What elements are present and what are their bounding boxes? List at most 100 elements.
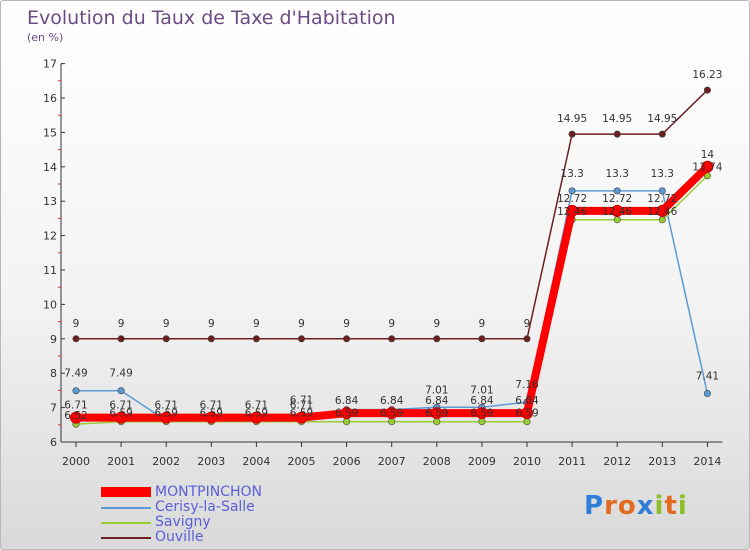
chart-title: Evolution du Taux de Taxe d'Habitation [27, 7, 396, 29]
data-point [568, 187, 576, 195]
data-label: 12.72 [647, 193, 677, 205]
data-point [568, 130, 576, 138]
y-tick-label: 11 [43, 264, 57, 277]
data-label: 6.84 [515, 395, 539, 407]
data-point [205, 411, 218, 424]
legend-label: Cerisy-la-Salle [155, 499, 255, 515]
data-label: 6.59 [155, 408, 178, 420]
data-point [162, 335, 170, 343]
x-tick-label: 2011 [558, 455, 586, 468]
proxiti-logo: Proxiti [584, 491, 688, 521]
data-label: 12.46 [647, 206, 677, 218]
data-label: 9 [163, 318, 170, 330]
legend-swatch-cerisy-la-salle [101, 507, 151, 509]
data-label: 12.72 [602, 193, 632, 205]
data-point [295, 411, 308, 424]
y-tick-label: 8 [50, 367, 57, 380]
x-tick-label: 2000 [62, 455, 90, 468]
data-label: 6.52 [64, 410, 87, 422]
data-label: 9 [433, 318, 440, 330]
brand-letter: P [584, 491, 605, 521]
brand-letter: o [617, 491, 637, 521]
data-label: 7.01 [425, 384, 448, 396]
data-label: 7.01 [470, 384, 493, 396]
data-point [433, 335, 441, 343]
y-tick-label: 10 [43, 298, 57, 311]
data-label: 9 [298, 318, 305, 330]
data-label: 9 [388, 318, 395, 330]
brand-letter: r [604, 491, 618, 521]
data-label: 9 [118, 318, 125, 330]
data-label: 6.71 [290, 395, 313, 407]
x-tick-label: 2009 [468, 455, 496, 468]
data-point [385, 407, 398, 420]
brand-letter: i [677, 491, 688, 521]
y-tick-label: 7 [50, 402, 57, 415]
x-tick-label: 2008 [423, 455, 451, 468]
data-label: 6.59 [335, 408, 358, 420]
x-tick-label: 2005 [288, 455, 316, 468]
data-label: 9 [524, 318, 531, 330]
brand-letter: t [664, 491, 678, 521]
data-point [703, 86, 711, 94]
data-label: 16.23 [692, 69, 722, 81]
data-label: 13.74 [692, 162, 722, 174]
data-label: 6.59 [470, 408, 493, 420]
data-label: 6.59 [425, 408, 448, 420]
y-tick-label: 17 [43, 58, 57, 71]
data-point [521, 407, 533, 420]
y-tick-label: 15 [43, 126, 57, 139]
data-label: 13.3 [606, 168, 629, 180]
data-point [523, 335, 531, 343]
data-label: 6.59 [109, 408, 132, 420]
data-label: 14 [701, 149, 715, 161]
data-label: 6.59 [245, 408, 268, 420]
brand-letter: i [654, 491, 665, 521]
data-label: 13.3 [560, 168, 583, 180]
data-label: 9 [253, 318, 260, 330]
data-point [117, 335, 125, 343]
data-label: 9 [343, 318, 350, 330]
data-point [566, 204, 579, 217]
legend-swatch-montpinchon [101, 487, 151, 497]
data-point [430, 407, 443, 420]
data-label: 9 [208, 318, 215, 330]
data-point [252, 335, 260, 343]
data-point [475, 407, 488, 420]
x-tick-label: 2013 [648, 455, 676, 468]
data-point [343, 335, 351, 343]
data-point [613, 187, 621, 195]
data-label: 7.49 [64, 368, 87, 380]
legend-swatch-savigny [101, 522, 151, 524]
data-point [613, 130, 621, 138]
data-label: 6.71 [155, 400, 178, 412]
data-label: 6.71 [109, 400, 132, 412]
data-label: 6.71 [200, 400, 223, 412]
data-label: 6.59 [290, 408, 313, 420]
x-tick-label: 2014 [693, 455, 721, 468]
data-label: 6.71 [64, 400, 87, 412]
data-point [115, 411, 128, 424]
series-line-cerisy-la-salle [75, 190, 709, 422]
data-point [72, 335, 80, 343]
x-tick-label: 2007 [378, 455, 406, 468]
y-tick-label: 12 [43, 230, 57, 243]
legend-label: MONTPINCHON [155, 484, 262, 500]
y-tick-label: 14 [43, 161, 57, 174]
data-label: 14.95 [647, 113, 677, 125]
brand-letter: x [636, 491, 655, 521]
data-label: 6.84 [425, 395, 449, 407]
data-label: 13.3 [651, 168, 674, 180]
x-tick-label: 2002 [152, 455, 180, 468]
data-label: 14.95 [557, 113, 587, 125]
data-point [656, 204, 669, 217]
data-point [340, 407, 353, 420]
data-label: 6.71 [290, 400, 313, 412]
data-label: 6.59 [380, 408, 403, 420]
data-point [160, 411, 173, 424]
data-label: 7.16 [515, 379, 539, 391]
data-point [72, 387, 80, 395]
legend-label: Ouville [155, 529, 204, 545]
data-label: 6.84 [470, 395, 494, 407]
data-label: 6.59 [200, 408, 223, 420]
